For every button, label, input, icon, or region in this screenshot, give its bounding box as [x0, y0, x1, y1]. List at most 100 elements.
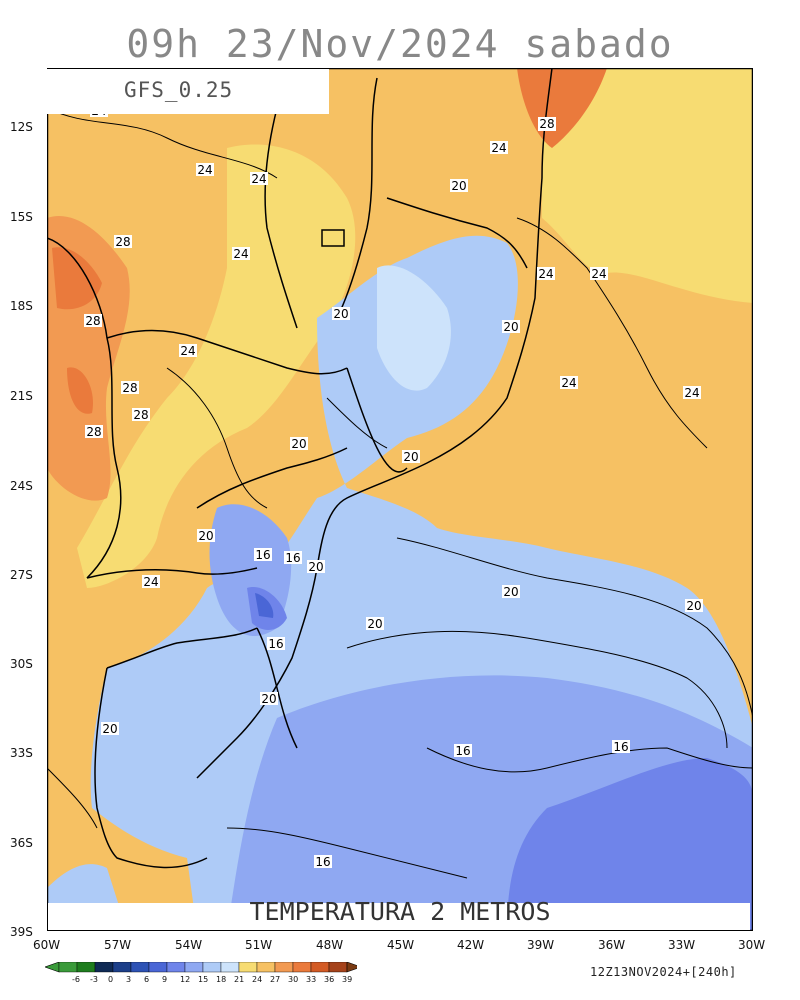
colorbar-label: 27: [270, 975, 281, 984]
contour-label: 20: [198, 529, 213, 543]
contour-label-bg: [132, 408, 150, 421]
contour-label: 24: [491, 141, 506, 155]
contour-label: 20: [308, 560, 323, 574]
contour-label-bg: [121, 381, 139, 394]
contour-label-bg: [307, 560, 325, 573]
contour-label-bg: [683, 386, 701, 399]
contour-label: 16: [315, 855, 330, 869]
contour-label-bg: [114, 235, 132, 248]
contour-label: 16: [455, 744, 470, 758]
lon-tick: 60W: [33, 938, 61, 952]
lon-tick: 39W: [527, 938, 555, 952]
colorbar-segment: [94, 962, 114, 973]
contour-label: 24: [197, 163, 212, 177]
contour-label-bg: [196, 163, 214, 176]
contour-label: 16: [255, 548, 270, 562]
contour-label: 24: [180, 344, 195, 358]
lon-tick: 33W: [668, 938, 696, 952]
contour-label: 28: [133, 408, 148, 422]
contour-label-bg: [232, 247, 250, 260]
lon-tick: 51W: [245, 938, 273, 952]
contour-label-bg: [260, 692, 278, 705]
contour-label-bg: [590, 267, 608, 280]
contour-label-bg: [314, 855, 332, 868]
contour-label: 20: [451, 179, 466, 193]
contour-label-bg: [197, 529, 215, 542]
colorbar-segment: [76, 962, 96, 973]
contour-label: 28: [539, 117, 554, 131]
colorbar-segment: [202, 962, 222, 973]
contour-label-bg: [250, 172, 268, 185]
model-label-box: [47, 69, 329, 114]
contour-label: 24: [561, 376, 576, 390]
contour-label-bg: [179, 344, 197, 357]
lat-tick: 18S: [10, 299, 33, 313]
contour-label: 24: [591, 267, 606, 281]
lon-tick: 48W: [316, 938, 344, 952]
colorbar-label: -6: [72, 975, 80, 984]
colorbar-label: 24: [252, 975, 263, 984]
lat-tick: 39S: [10, 925, 33, 939]
lat-tick: 12S: [10, 120, 33, 134]
contour-label: 24: [538, 267, 553, 281]
run-label: 12Z13NOV2024+[240h]: [590, 965, 737, 979]
contour-label: 28: [86, 425, 101, 439]
lon-tick: 54W: [175, 938, 203, 952]
colorbar-label: 18: [216, 975, 227, 984]
contour-label: 24: [233, 247, 248, 261]
temperature-map: 24 24 24 24 28 28 24 20 28 24 20 20 24 28 28 24 28 20 20 24…: [47, 68, 753, 931]
contour-label-bg: [538, 117, 556, 130]
contour-label: 20: [686, 599, 701, 613]
contour-label: 24: [143, 575, 158, 589]
contour-label-bg: [685, 599, 703, 612]
colorbar-label: 21: [234, 975, 245, 984]
contour-label: 24: [251, 172, 266, 186]
contour-label: 28: [122, 381, 137, 395]
colorbar-label: 12: [180, 975, 191, 984]
lon-tick: 57W: [104, 938, 132, 952]
page-title: 09h 23/Nov/2024 sabado: [126, 22, 674, 66]
contour-label-bg: [454, 744, 472, 757]
colorbar-segment: [220, 962, 240, 973]
lon-tick: 30W: [738, 938, 766, 952]
contour-label: 20: [261, 692, 276, 706]
lat-tick: 21S: [10, 389, 33, 403]
lat-tick: 27S: [10, 568, 33, 582]
contour-label-bg: [366, 617, 384, 630]
colorbar-label: 33: [306, 975, 317, 984]
contour-label: 28: [115, 235, 130, 249]
contour-label: 20: [102, 722, 117, 736]
contour-label-bg: [84, 314, 102, 327]
contour-label: 20: [503, 320, 518, 334]
colorbar-label: 9: [162, 975, 168, 984]
contour-label-bg: [290, 437, 308, 450]
contour-label-bg: [502, 320, 520, 333]
lat-tick: 24S: [10, 479, 33, 493]
contour-label-bg: [490, 141, 508, 154]
contour-label-bg: [284, 551, 302, 564]
lon-tick: 45W: [387, 938, 415, 952]
contour-label-bg: [142, 575, 160, 588]
colorbar-segment: [130, 962, 150, 973]
lat-tick: 36S: [10, 836, 33, 850]
colorbar-label: 36: [324, 975, 335, 984]
contour-label: 24: [684, 386, 699, 400]
colorbar-segment: [238, 962, 258, 973]
contour-label-bg: [560, 376, 578, 389]
colorbar-segment: [166, 962, 186, 973]
contour-label-bg: [332, 307, 350, 320]
lon-tick: 42W: [457, 938, 485, 952]
colorbar-label: 30: [288, 975, 299, 984]
colorbar-segment: [292, 962, 312, 973]
colorbar-arrow-right: [346, 962, 357, 973]
contour-label: 20: [367, 617, 382, 631]
colorbar-arrow-left: [45, 962, 60, 973]
contour-label-bg: [402, 450, 420, 463]
contour-label: 28: [85, 314, 100, 328]
lon-tick: 36W: [598, 938, 626, 952]
colorbar-segment: [274, 962, 294, 973]
contour-label: 20: [503, 585, 518, 599]
contour-label-bg: [254, 548, 272, 561]
model-label: GFS_0.25: [124, 78, 234, 102]
contour-label: 16: [285, 551, 300, 565]
